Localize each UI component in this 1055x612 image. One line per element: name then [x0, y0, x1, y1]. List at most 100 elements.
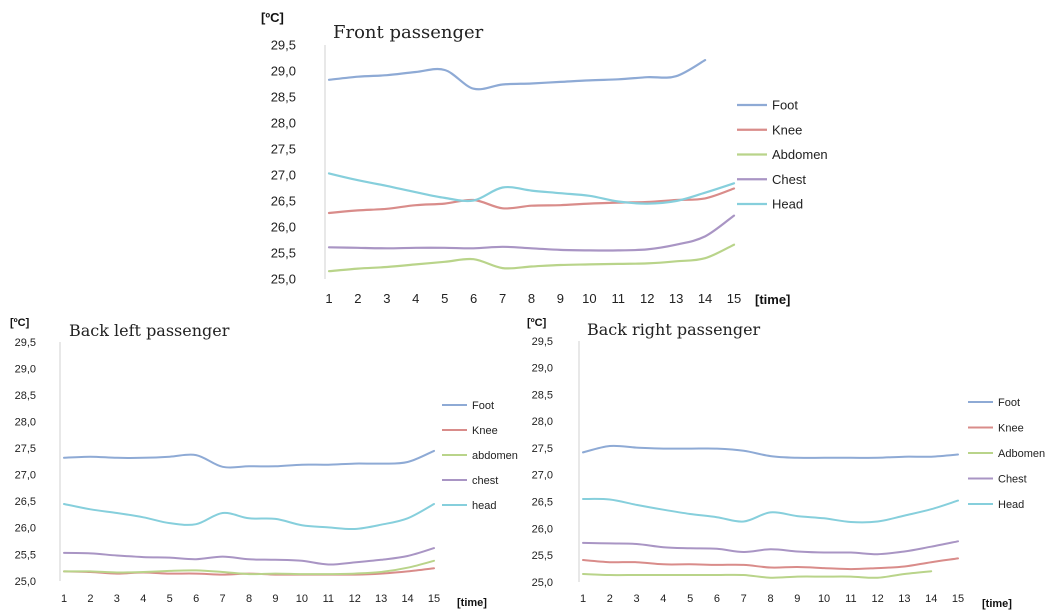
- y-tick-label: 28,0: [271, 116, 296, 131]
- y-tick-label: 29,0: [532, 363, 553, 375]
- x-tick-label: 1: [580, 593, 586, 605]
- series-line-knee: [582, 557, 959, 571]
- y-tick-label: 25,0: [532, 577, 553, 589]
- legend-label: Chest: [772, 172, 806, 187]
- x-tick-label: 7: [499, 291, 506, 306]
- legend-label: Foot: [772, 98, 798, 113]
- y-tick-label: 25,5: [532, 550, 553, 562]
- x-tick-label: 1: [61, 593, 67, 605]
- y-tick-label: 26,0: [532, 523, 553, 535]
- x-tick-label: 14: [925, 593, 937, 605]
- x-axis-unit-label: [time]: [457, 597, 487, 609]
- x-tick-label: 6: [714, 593, 720, 605]
- y-tick-label: 26,0: [15, 523, 36, 535]
- series-line-abdomen: [327, 243, 736, 273]
- x-tick-label: 5: [441, 291, 448, 306]
- x-tick-label: 9: [272, 593, 278, 605]
- y-tick-label: 26,0: [271, 220, 296, 235]
- legend-label: Abdomen: [772, 147, 828, 162]
- y-tick-label: 29,0: [15, 363, 36, 375]
- x-tick-label: 10: [296, 593, 308, 605]
- x-tick-label: 9: [557, 291, 564, 306]
- y-tick-label: 28,0: [15, 417, 36, 429]
- x-axis-unit-label: [time]: [755, 292, 790, 307]
- series-line-foot: [582, 444, 959, 459]
- x-tick-label: 11: [612, 291, 626, 306]
- y-tick-label: 29,5: [271, 38, 296, 53]
- legend-label: Knee: [472, 425, 498, 437]
- x-tick-label: 15: [952, 593, 964, 605]
- x-tick-label: 15: [428, 593, 440, 605]
- x-tick-label: 13: [669, 291, 683, 306]
- y-tick-label: 26,5: [532, 497, 553, 509]
- x-tick-label: 3: [383, 291, 390, 306]
- series-line-head: [582, 497, 959, 524]
- series-line-foot: [327, 59, 707, 91]
- y-tick-label: 28,5: [271, 90, 296, 105]
- series-line-chest: [327, 214, 736, 252]
- x-tick-label: 14: [698, 291, 712, 306]
- y-tick-label: 29,5: [15, 337, 36, 349]
- series-line-chest: [582, 540, 959, 556]
- x-tick-label: 6: [470, 291, 477, 306]
- series-line-chest: [63, 547, 435, 566]
- y-tick-label: 25,5: [271, 246, 296, 261]
- chart-title: Front passenger: [333, 22, 484, 43]
- x-tick-label: 8: [528, 291, 535, 306]
- x-tick-label: 4: [660, 593, 666, 605]
- x-tick-label: 3: [114, 593, 120, 605]
- y-tick-label: 29,5: [532, 336, 553, 348]
- x-tick-label: 14: [401, 593, 413, 605]
- x-tick-label: 2: [354, 291, 361, 306]
- y-tick-label: 27,0: [271, 168, 296, 183]
- legend-label: Adbomen: [998, 448, 1045, 460]
- chart-title: Back right passenger: [587, 320, 761, 339]
- y-tick-label: 25,5: [15, 549, 36, 561]
- y-tick-label: 27,5: [15, 443, 36, 455]
- chart-title: Back left passenger: [69, 321, 230, 340]
- back-left-passenger-chart: Back left passenger [ºC] 25,0 25,5 26,0 26,5 2…: [10, 317, 518, 609]
- x-tick-label: 2: [607, 593, 613, 605]
- x-tick-label: 12: [640, 291, 654, 306]
- series-line-head: [63, 503, 435, 531]
- legend-label: abdomen: [472, 450, 518, 462]
- x-tick-label: 13: [375, 593, 387, 605]
- y-tick-label: 26,5: [15, 496, 36, 508]
- x-tick-label: 4: [140, 593, 146, 605]
- legend-label: chest: [472, 475, 498, 487]
- legend-label: Foot: [472, 400, 494, 412]
- y-tick-label: 27,5: [532, 443, 553, 455]
- series-line-abdomen: [63, 559, 435, 576]
- legend-label: Knee: [998, 422, 1024, 434]
- y-tick-label: 27,0: [532, 470, 553, 482]
- y-tick-label: 28,5: [532, 389, 553, 401]
- y-tick-label: 28,0: [532, 416, 553, 428]
- series-line-knee: [327, 187, 736, 215]
- x-tick-label: 12: [872, 593, 884, 605]
- series-line-adbomen: [582, 570, 933, 579]
- x-tick-label: 5: [167, 593, 173, 605]
- x-tick-label: 6: [193, 593, 199, 605]
- y-axis-unit-label: [ºC]: [10, 317, 30, 329]
- x-tick-label: 10: [582, 291, 596, 306]
- x-tick-label: 8: [767, 593, 773, 605]
- y-tick-label: 28,5: [15, 390, 36, 402]
- y-axis-unit-label: [ºC]: [527, 317, 547, 329]
- x-tick-label: 7: [220, 593, 226, 605]
- legend-label: head: [472, 500, 496, 512]
- x-tick-label: 11: [845, 593, 856, 605]
- x-tick-label: 1: [325, 291, 332, 306]
- x-tick-label: 15: [727, 291, 741, 306]
- back-right-passenger-chart: Back right passenger [ºC] 25,0 25,5 26,0 26,5…: [527, 317, 1045, 610]
- x-tick-label: 2: [87, 593, 93, 605]
- y-tick-label: 26,5: [271, 194, 296, 209]
- y-tick-label: 29,0: [271, 64, 296, 79]
- legend-label: Head: [998, 499, 1024, 511]
- x-tick-label: 5: [687, 593, 693, 605]
- y-axis-unit-label: [ºC]: [261, 10, 284, 25]
- x-tick-label: 4: [412, 291, 419, 306]
- y-tick-label: 27,0: [15, 470, 36, 482]
- x-axis-unit-label: [time]: [982, 598, 1012, 610]
- y-tick-label: 25,0: [271, 272, 296, 287]
- legend-label: Foot: [998, 397, 1020, 409]
